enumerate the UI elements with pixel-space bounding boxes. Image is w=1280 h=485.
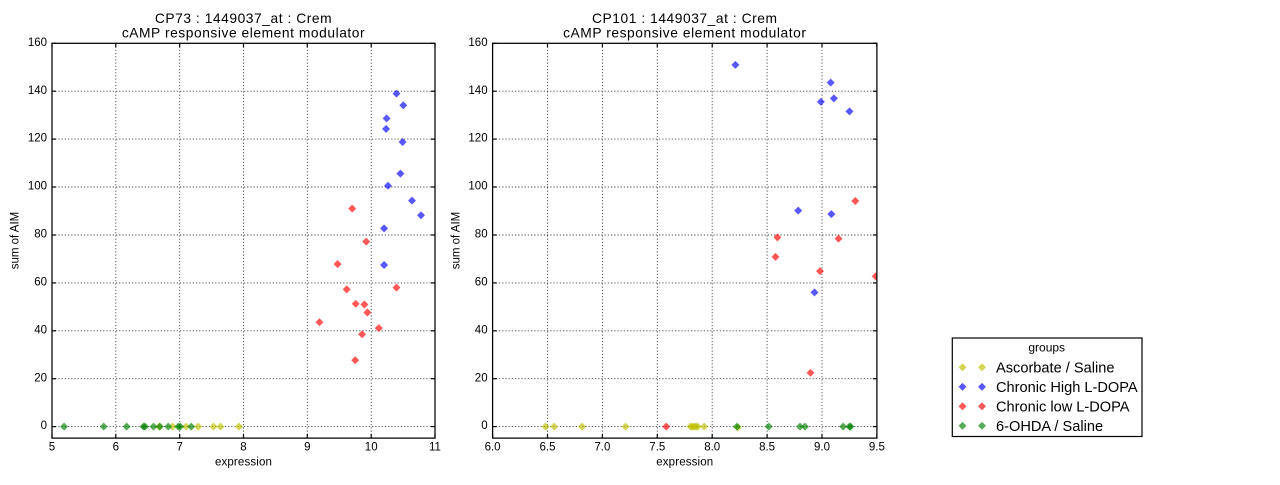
- svg-text:9: 9: [304, 442, 310, 454]
- svg-text:40: 40: [34, 324, 47, 336]
- svg-text:20: 20: [475, 372, 488, 384]
- svg-text:60: 60: [34, 277, 47, 289]
- svg-text:9.0: 9.0: [814, 442, 830, 454]
- svg-text:11: 11: [429, 442, 441, 454]
- svg-text:CP73 : 1449037_at : Crem: CP73 : 1449037_at : Crem: [155, 11, 332, 26]
- svg-text:40: 40: [475, 324, 488, 336]
- svg-text:120: 120: [468, 133, 487, 145]
- svg-text:6-OHDA / Saline: 6-OHDA / Saline: [996, 419, 1103, 435]
- svg-text:160: 160: [28, 37, 47, 49]
- svg-text:100: 100: [468, 181, 487, 193]
- svg-text:cAMP responsive element modula: cAMP responsive element modulator: [122, 25, 365, 40]
- svg-text:9.5: 9.5: [869, 442, 885, 454]
- svg-text:expression: expression: [215, 457, 272, 469]
- svg-text:80: 80: [475, 229, 488, 241]
- svg-text:140: 140: [468, 85, 487, 97]
- svg-text:Chronic low L-DOPA: Chronic low L-DOPA: [996, 400, 1130, 416]
- svg-text:0: 0: [481, 420, 487, 432]
- svg-text:80: 80: [34, 229, 47, 241]
- svg-text:0: 0: [41, 420, 47, 432]
- svg-text:20: 20: [34, 372, 47, 384]
- svg-text:8.5: 8.5: [759, 442, 775, 454]
- svg-text:groups: groups: [1028, 341, 1065, 355]
- svg-text:7.0: 7.0: [594, 442, 610, 454]
- svg-text:8: 8: [240, 442, 246, 454]
- svg-text:7: 7: [176, 442, 182, 454]
- svg-text:sum of AIM: sum of AIM: [450, 212, 462, 270]
- svg-text:Ascorbate / Saline: Ascorbate / Saline: [996, 361, 1114, 377]
- svg-text:100: 100: [28, 181, 47, 193]
- svg-text:160: 160: [468, 37, 487, 49]
- svg-text:8.0: 8.0: [704, 442, 720, 454]
- svg-text:60: 60: [475, 277, 488, 289]
- svg-text:140: 140: [28, 85, 47, 97]
- svg-text:7.5: 7.5: [649, 442, 665, 454]
- svg-text:6: 6: [113, 442, 119, 454]
- svg-text:6.5: 6.5: [540, 442, 556, 454]
- svg-text:Chronic High L-DOPA: Chronic High L-DOPA: [996, 380, 1138, 396]
- svg-text:5: 5: [49, 442, 55, 454]
- svg-text:CP101 : 1449037_at : Crem: CP101 : 1449037_at : Crem: [592, 11, 778, 26]
- svg-text:10: 10: [365, 442, 378, 454]
- svg-text:cAMP responsive element modula: cAMP responsive element modulator: [563, 25, 806, 40]
- svg-text:expression: expression: [656, 457, 713, 469]
- svg-text:6.0: 6.0: [485, 442, 501, 454]
- svg-text:sum of AIM: sum of AIM: [10, 212, 22, 270]
- svg-text:120: 120: [28, 133, 47, 145]
